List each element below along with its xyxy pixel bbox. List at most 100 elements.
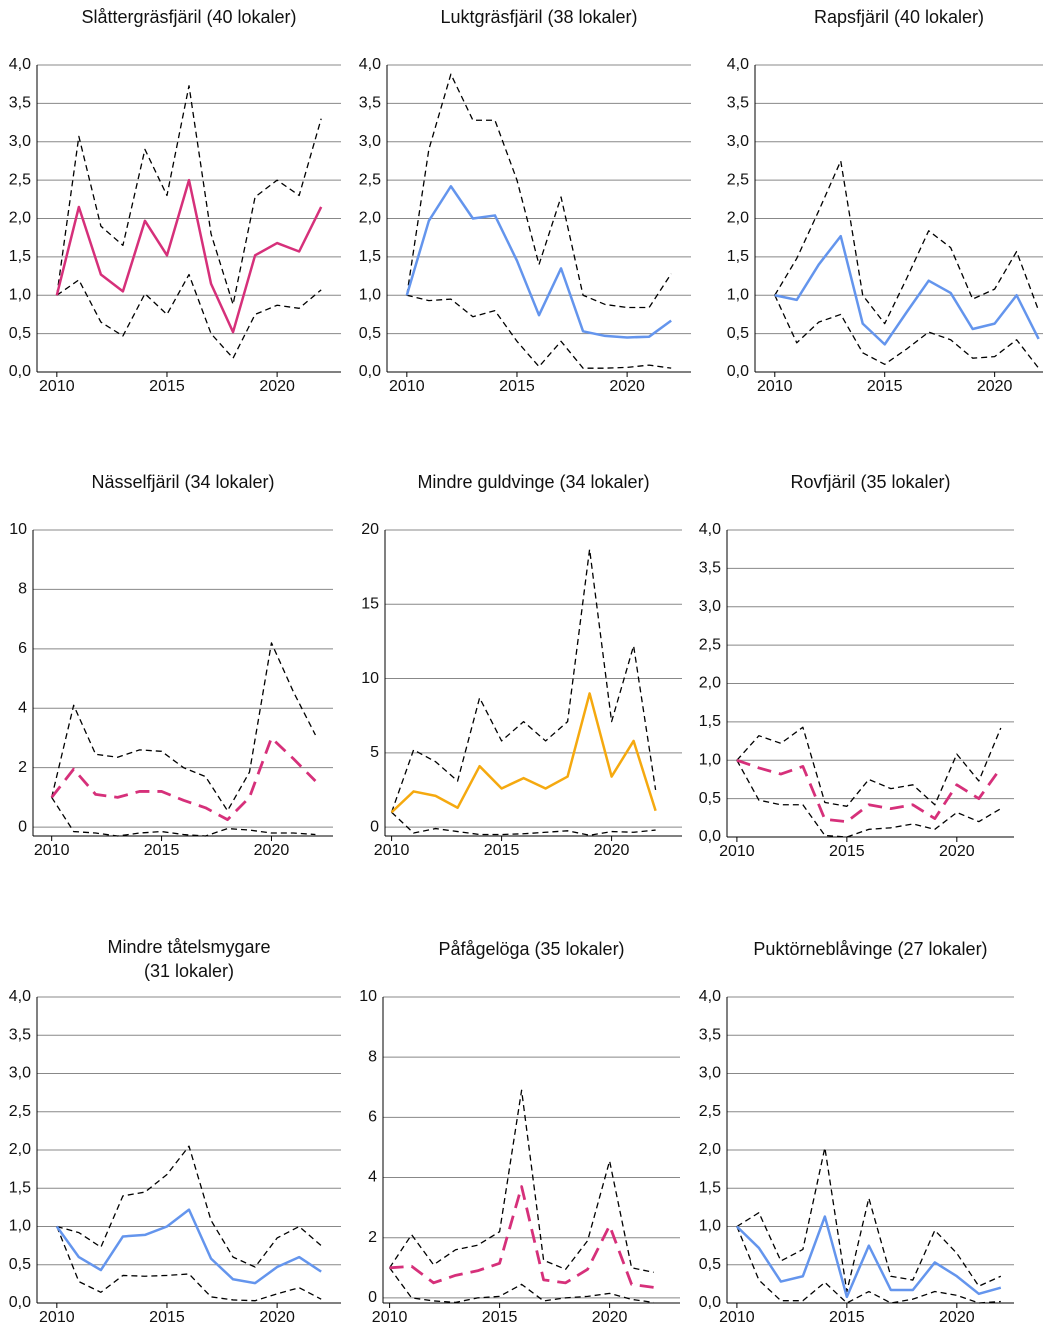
y-tick-label: 3,0 (727, 133, 749, 150)
x-tick-label: 2020 (254, 842, 290, 859)
y-tick-label: 1,5 (359, 248, 381, 265)
chart-title: Nässelfjäril (34 lokaler) (91, 472, 274, 492)
chart-title: Rapsfjäril (40 lokaler) (814, 7, 984, 27)
series-line (51, 642, 316, 812)
y-tick-label: 20 (361, 521, 379, 538)
x-tick-label: 2020 (609, 378, 645, 395)
x-tick-label: 2020 (594, 842, 630, 859)
y-tick-label: 6 (18, 640, 27, 657)
y-tick-label: 2,0 (9, 1141, 31, 1158)
chart-title: Mindre tåtelsmygare (107, 937, 270, 957)
y-tick-label: 1,0 (699, 751, 721, 768)
series-line (56, 273, 322, 359)
y-tick-label: 3,0 (9, 1065, 31, 1082)
series-line (390, 548, 657, 813)
y-tick-label: 2,5 (699, 1103, 721, 1120)
y-tick-label: 0,0 (699, 1294, 721, 1311)
y-tick-label: 4,0 (699, 988, 721, 1005)
x-tick-label: 2015 (149, 1309, 185, 1326)
y-tick-label: 10 (361, 670, 379, 687)
x-tick-label: 2015 (484, 842, 520, 859)
x-tick-label: 2015 (499, 378, 535, 395)
series-line (405, 185, 672, 339)
y-tick-label: 5 (370, 744, 379, 761)
x-tick-label: 2015 (144, 842, 180, 859)
y-tick-label: 4 (368, 1169, 377, 1186)
y-tick-label: 0,5 (359, 325, 381, 342)
y-tick-label: 3,5 (9, 95, 31, 112)
series-line (55, 1208, 322, 1285)
y-tick-label: 0,0 (9, 363, 31, 380)
x-tick-label: 2020 (592, 1309, 628, 1326)
series-line (389, 1267, 654, 1304)
y-tick-label: 2,5 (699, 636, 721, 653)
y-tick-label: 2,0 (699, 675, 721, 692)
y-tick-label: 1,5 (699, 713, 721, 730)
y-tick-label: 4,0 (727, 56, 749, 73)
x-tick-label: 2010 (719, 843, 755, 860)
y-tick-label: 1,5 (727, 248, 749, 265)
series-line (736, 1215, 1002, 1299)
x-tick-label: 2015 (482, 1309, 518, 1326)
y-tick-label: 2,5 (359, 171, 381, 188)
series-line (389, 1089, 654, 1273)
y-tick-label: 0,0 (9, 1294, 31, 1311)
chart-title: Rovfjäril (35 lokaler) (790, 472, 950, 492)
series-line (56, 1145, 322, 1268)
y-tick-label: 15 (361, 595, 379, 612)
y-tick-label: 10 (9, 521, 27, 538)
y-tick-label: 1,0 (359, 286, 381, 303)
y-tick-label: 3,5 (9, 1026, 31, 1043)
y-tick-label: 0,0 (727, 363, 749, 380)
series-line (774, 160, 1040, 325)
series-line (55, 178, 323, 334)
y-tick-label: 2,5 (727, 171, 749, 188)
y-tick-label: 1,0 (699, 1218, 721, 1235)
y-tick-label: 0 (368, 1289, 377, 1306)
y-tick-label: 8 (368, 1048, 377, 1065)
series-line (56, 85, 322, 306)
chart-title: Slåttergräsfjäril (40 lokaler) (81, 7, 296, 27)
x-tick-label: 2010 (757, 378, 793, 395)
y-tick-label: 2,0 (727, 210, 749, 227)
y-tick-label: 1,0 (727, 286, 749, 303)
x-tick-label: 2020 (939, 1309, 975, 1326)
x-tick-label: 2015 (829, 1309, 865, 1326)
x-tick-label: 2010 (372, 1309, 408, 1326)
series-line (736, 1147, 1002, 1293)
y-tick-label: 2,0 (359, 210, 381, 227)
y-tick-label: 0,5 (9, 325, 31, 342)
chart-title: Puktörneblåvinge (27 lokaler) (753, 939, 987, 959)
y-tick-label: 3,5 (699, 560, 721, 577)
x-tick-label: 2010 (389, 378, 425, 395)
y-tick-label: 3,0 (699, 598, 721, 615)
y-tick-label: 4,0 (359, 56, 381, 73)
y-tick-label: 4,0 (699, 521, 721, 538)
y-tick-label: 3,0 (9, 133, 31, 150)
x-tick-label: 2020 (977, 378, 1013, 395)
x-tick-label: 2010 (34, 842, 70, 859)
y-tick-label: 0,0 (359, 363, 381, 380)
y-tick-label: 4 (18, 699, 27, 716)
series-line (389, 1185, 654, 1289)
y-tick-label: 1,5 (9, 1179, 31, 1196)
y-tick-label: 3,5 (699, 1026, 721, 1043)
y-tick-label: 2,0 (699, 1141, 721, 1158)
y-tick-label: 1,0 (9, 286, 31, 303)
series-line (736, 726, 1002, 807)
x-tick-label: 2010 (719, 1309, 755, 1326)
x-tick-label: 2020 (939, 843, 975, 860)
y-tick-label: 2,0 (9, 210, 31, 227)
y-tick-label: 0,5 (9, 1256, 31, 1273)
y-tick-label: 1,5 (9, 248, 31, 265)
y-tick-label: 6 (368, 1109, 377, 1126)
y-tick-label: 4,0 (9, 988, 31, 1005)
series-line (736, 1226, 1001, 1304)
series-line (774, 234, 1040, 346)
chart-title: (31 lokaler) (144, 961, 234, 981)
y-tick-label: 3,0 (699, 1065, 721, 1082)
x-tick-label: 2015 (867, 378, 903, 395)
y-tick-label: 2 (18, 759, 27, 776)
y-tick-label: 0,0 (699, 828, 721, 845)
